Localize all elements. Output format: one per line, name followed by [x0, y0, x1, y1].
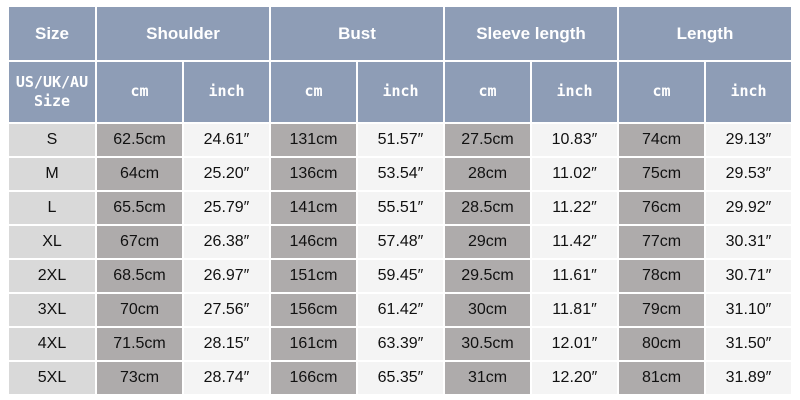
size-cell: 5XL [9, 362, 95, 394]
measure-cell: 31.10″ [706, 294, 791, 326]
subheader-cell: inch [184, 62, 269, 122]
measure-cell: 24.61″ [184, 124, 269, 156]
subheader-cell: US/UK/AU Size [9, 62, 95, 122]
measure-cell: 166cm [271, 362, 356, 394]
measure-cell: 29.53″ [706, 158, 791, 190]
measure-cell: 74cm [619, 124, 704, 156]
measure-cell: 28.15″ [184, 328, 269, 360]
measure-cell: 31.89″ [706, 362, 791, 394]
measure-cell: 141cm [271, 192, 356, 224]
size-cell: 2XL [9, 260, 95, 292]
header-cell: Sleeve length [445, 7, 617, 60]
measure-cell: 27.5cm [445, 124, 530, 156]
subheader-cell: cm [445, 62, 530, 122]
measure-cell: 161cm [271, 328, 356, 360]
measure-cell: 79cm [619, 294, 704, 326]
measure-cell: 68.5cm [97, 260, 182, 292]
measure-cell: 65.5cm [97, 192, 182, 224]
measure-cell: 61.42″ [358, 294, 443, 326]
measure-cell: 151cm [271, 260, 356, 292]
measure-cell: 30.31″ [706, 226, 791, 258]
header-cell: Shoulder [97, 7, 269, 60]
header-cell: Bust [271, 7, 443, 60]
measure-cell: 80cm [619, 328, 704, 360]
measure-cell: 29.92″ [706, 192, 791, 224]
header-cell: Length [619, 7, 791, 60]
measure-cell: 67cm [97, 226, 182, 258]
subheader-cell: cm [619, 62, 704, 122]
measure-cell: 28.74″ [184, 362, 269, 394]
measure-cell: 29.13″ [706, 124, 791, 156]
size-cell: 4XL [9, 328, 95, 360]
subheader-cell: cm [97, 62, 182, 122]
measure-cell: 31.50″ [706, 328, 791, 360]
measure-cell: 28cm [445, 158, 530, 190]
measure-cell: 29.5cm [445, 260, 530, 292]
size-table: Size Shoulder Bust Sleeve length Length US/UK… [9, 7, 791, 394]
measure-cell: 28.5cm [445, 192, 530, 224]
measure-cell: 11.02″ [532, 158, 617, 190]
measure-cell: 53.54″ [358, 158, 443, 190]
subheader-cell: inch [706, 62, 791, 122]
measure-cell: 25.79″ [184, 192, 269, 224]
measure-cell: 81cm [619, 362, 704, 394]
measure-cell: 156cm [271, 294, 356, 326]
measure-cell: 30.5cm [445, 328, 530, 360]
measure-cell: 77cm [619, 226, 704, 258]
measure-cell: 131cm [271, 124, 356, 156]
size-cell: XL [9, 226, 95, 258]
measure-cell: 62.5cm [97, 124, 182, 156]
size-cell: L [9, 192, 95, 224]
measure-cell: 63.39″ [358, 328, 443, 360]
measure-cell: 30.71″ [706, 260, 791, 292]
measure-cell: 27.56″ [184, 294, 269, 326]
measure-cell: 31cm [445, 362, 530, 394]
size-cell: M [9, 158, 95, 190]
measure-cell: 26.38″ [184, 226, 269, 258]
measure-cell: 78cm [619, 260, 704, 292]
measure-cell: 25.20″ [184, 158, 269, 190]
measure-cell: 11.81″ [532, 294, 617, 326]
header-cell: Size [9, 7, 95, 60]
measure-cell: 70cm [97, 294, 182, 326]
subheader-cell: inch [532, 62, 617, 122]
measure-cell: 12.20″ [532, 362, 617, 394]
measure-cell: 55.51″ [358, 192, 443, 224]
subheader-cell: inch [358, 62, 443, 122]
measure-cell: 11.61″ [532, 260, 617, 292]
measure-cell: 59.45″ [358, 260, 443, 292]
measure-cell: 65.35″ [358, 362, 443, 394]
measure-cell: 51.57″ [358, 124, 443, 156]
measure-cell: 73cm [97, 362, 182, 394]
measure-cell: 136cm [271, 158, 356, 190]
measure-cell: 76cm [619, 192, 704, 224]
measure-cell: 64cm [97, 158, 182, 190]
subheader-cell: cm [271, 62, 356, 122]
measure-cell: 146cm [271, 226, 356, 258]
size-cell: S [9, 124, 95, 156]
measure-cell: 11.42″ [532, 226, 617, 258]
size-cell: 3XL [9, 294, 95, 326]
measure-cell: 10.83″ [532, 124, 617, 156]
measure-cell: 26.97″ [184, 260, 269, 292]
measure-cell: 75cm [619, 158, 704, 190]
measure-cell: 11.22″ [532, 192, 617, 224]
measure-cell: 12.01″ [532, 328, 617, 360]
measure-cell: 57.48″ [358, 226, 443, 258]
measure-cell: 71.5cm [97, 328, 182, 360]
measure-cell: 30cm [445, 294, 530, 326]
measure-cell: 29cm [445, 226, 530, 258]
